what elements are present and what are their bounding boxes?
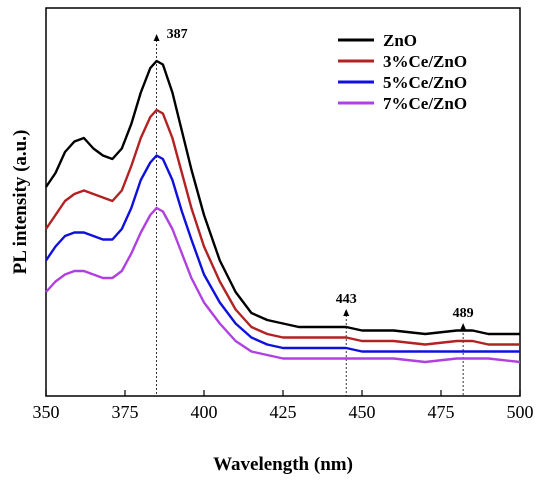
x-tick-label: 400 xyxy=(191,402,218,422)
legend-label: 7%Ce/ZnO xyxy=(383,94,467,113)
annotation-label: 443 xyxy=(336,292,357,307)
x-tick-label: 475 xyxy=(428,402,455,422)
y-axis-title: PL intensity (a.u.) xyxy=(10,130,31,275)
annotation-arrow xyxy=(460,323,467,330)
series-line-2 xyxy=(45,154,520,353)
annotation-label: 489 xyxy=(453,306,474,321)
x-axis-ticks: 350 375 400 425 450 475 500 xyxy=(33,390,534,422)
x-axis-title: Wavelength (nm) xyxy=(213,454,353,475)
series-lines xyxy=(45,59,521,364)
legend-label: ZnO xyxy=(383,31,417,50)
x-tick-label: 375 xyxy=(112,402,139,422)
annotation-markers: 387 443 489 xyxy=(153,27,474,396)
x-tick-label: 450 xyxy=(349,402,376,422)
legend-label: 3%Ce/ZnO xyxy=(383,52,467,71)
x-tick-label: 425 xyxy=(270,402,297,422)
x-tick-label: 500 xyxy=(507,402,534,422)
annotation-arrow xyxy=(343,309,350,316)
annotation-arrow xyxy=(153,34,160,41)
series-line-0 xyxy=(45,59,520,336)
series-line-1 xyxy=(45,108,520,346)
series-line-3 xyxy=(45,206,521,364)
legend: ZnO 3%Ce/ZnO 5%Ce/ZnO 7%Ce/ZnO xyxy=(338,31,467,113)
annotation-label: 387 xyxy=(167,27,188,42)
x-tick-label: 350 xyxy=(33,402,60,422)
legend-label: 5%Ce/ZnO xyxy=(383,73,467,92)
